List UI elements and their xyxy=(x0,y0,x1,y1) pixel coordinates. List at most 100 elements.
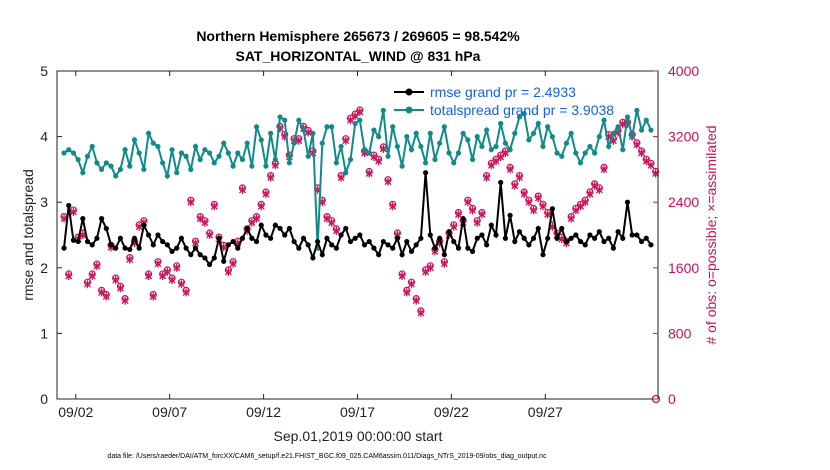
obs-assimilated-point xyxy=(375,157,383,166)
y-right-tick-label: 800 xyxy=(668,325,692,341)
rmse-point xyxy=(408,248,415,254)
rmse-point xyxy=(427,232,433,238)
totalspread-point xyxy=(620,147,626,153)
totalspread-point xyxy=(422,160,429,166)
rmse-point xyxy=(455,245,462,251)
obs-assimilated-point xyxy=(84,280,91,289)
totalspread-point xyxy=(103,160,109,166)
totalspread-point xyxy=(371,127,377,133)
rmse-point xyxy=(390,245,396,251)
obs-assimilated-point xyxy=(173,263,181,272)
obs-assimilated-point xyxy=(253,214,261,223)
legend-rmse-label: rmse grand pr = 2.4933 xyxy=(430,84,576,100)
obs-assimilated-point xyxy=(332,226,340,235)
totalspread-point xyxy=(615,124,621,130)
rmse-point xyxy=(122,245,128,251)
rmse-point xyxy=(235,245,241,251)
rmse-point xyxy=(84,238,91,245)
rmse-point xyxy=(108,242,114,248)
obs-assimilated-point xyxy=(121,296,129,305)
totalspread-point xyxy=(329,124,335,130)
rmse-point xyxy=(286,225,293,232)
totalspread-point xyxy=(474,134,480,140)
totalspread-point xyxy=(211,160,217,166)
totalspread-point xyxy=(418,143,424,150)
totalspread-point xyxy=(296,117,302,123)
rmse-point xyxy=(624,199,631,205)
obs-assimilated-point xyxy=(501,149,509,157)
rmse-point xyxy=(394,235,401,241)
rmse-point xyxy=(216,235,222,241)
totalspread-series xyxy=(61,107,654,251)
totalspread-point xyxy=(282,117,288,123)
rmse-point xyxy=(310,255,316,261)
obs-assimilated-point xyxy=(638,149,646,157)
rmse-point xyxy=(169,248,175,254)
y-right-tick-label: 0 xyxy=(668,391,676,407)
rmse-point xyxy=(380,238,386,245)
rmse-point xyxy=(465,245,471,251)
rmse-point xyxy=(634,232,640,238)
obs-assimilated-point xyxy=(516,173,523,182)
totalspread-point xyxy=(469,156,476,163)
totalspread-point xyxy=(319,140,325,146)
totalspread-line xyxy=(63,110,652,249)
totalspread-point xyxy=(357,117,363,123)
totalspread-point xyxy=(178,150,185,156)
obs-assimilated-point xyxy=(478,210,486,219)
rmse-point xyxy=(484,242,490,248)
obs-assimilated-point xyxy=(257,202,265,211)
rmse-point xyxy=(249,235,255,241)
rmse-point xyxy=(540,252,546,258)
rmse-point xyxy=(296,245,302,251)
rmse-point xyxy=(225,242,231,248)
totalspread-point xyxy=(263,163,269,169)
obs-assimilated-point xyxy=(520,190,528,198)
totalspread-point xyxy=(376,134,382,140)
totalspread-point xyxy=(343,170,349,176)
rmse-point xyxy=(338,232,344,238)
y-tick-label: 3 xyxy=(40,194,48,210)
y-axis-label: rmse and totalspread xyxy=(20,169,36,301)
obs-assimilated-point xyxy=(154,259,162,268)
totalspread-point xyxy=(601,117,607,123)
rmse-point xyxy=(493,232,499,238)
totalspread-point xyxy=(526,137,532,143)
obs-assimilated-point xyxy=(206,231,214,239)
rmse-point xyxy=(282,232,288,238)
obs-assimilated-point xyxy=(182,288,190,297)
obs-assimilated-point xyxy=(506,165,514,174)
totalspread-point xyxy=(197,156,203,163)
totalspread-point xyxy=(122,147,128,153)
rmse-point xyxy=(70,237,77,243)
x-axis: 09/02 09/07 09/12 09/17 09/22 09/27 xyxy=(58,71,563,420)
totalspread-point xyxy=(380,107,386,113)
rmse-point xyxy=(592,235,598,241)
totalspread-point xyxy=(183,153,189,159)
x-tick-label: 09/02 xyxy=(58,404,93,420)
obs-assimilated-point xyxy=(530,206,538,215)
obs-assimilated-point xyxy=(595,185,603,194)
chart-title: Northern Hemisphere 265673 / 269605 = 98… xyxy=(196,28,520,44)
data-file-footer: data file: /Users/raeder/DAI/ATM_forcXX/… xyxy=(107,453,547,460)
totalspread-point xyxy=(394,143,401,150)
totalspread-point xyxy=(192,143,199,150)
obs-assimilated-point xyxy=(295,136,303,145)
totalspread-point xyxy=(460,130,466,136)
obs-assimilated-point xyxy=(534,194,542,203)
totalspread-point xyxy=(610,130,616,136)
totalspread-point xyxy=(502,140,509,146)
rmse-point xyxy=(164,242,170,248)
rmse-point xyxy=(648,242,654,248)
rmse-point xyxy=(526,242,532,248)
rmse-point xyxy=(582,242,588,248)
rmse-point xyxy=(239,235,246,241)
y-tick-label: 2 xyxy=(40,260,48,276)
y-tick-label: 5 xyxy=(40,63,48,79)
rmse-point xyxy=(535,225,541,232)
y-tick-label: 4 xyxy=(40,129,48,145)
totalspread-point xyxy=(399,163,405,169)
y-tick-label: 0 xyxy=(40,391,48,407)
legend-rmse-marker xyxy=(405,88,413,96)
totalspread-point xyxy=(291,140,297,146)
